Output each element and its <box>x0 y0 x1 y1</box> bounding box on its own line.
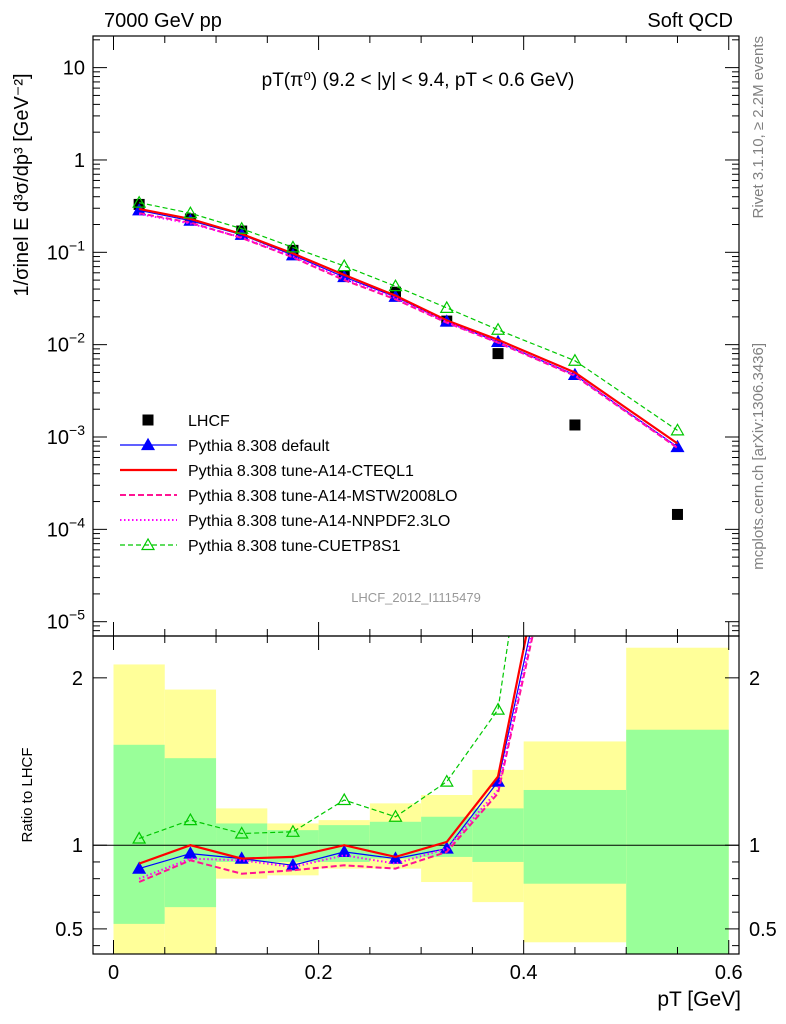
ratio-point-pythia-8-308-default-1 <box>183 846 198 859</box>
main-point-pythia-8-308-tune-cuetp8s1-7 <box>490 322 506 335</box>
main-point-pythia-8-308-tune-cuetp8s1-5 <box>388 278 403 292</box>
legend-label-pythia-8-308-tune-a14-mstw2008lo: Pythia 8.308 tune-A14-MSTW2008LO <box>188 488 457 505</box>
main-point-pythia-8-308-tune-cuetp8s1-0 <box>132 195 147 208</box>
ratio-panel-series <box>132 103 683 883</box>
legend-marker-pythia-8-308-default <box>140 437 156 451</box>
main-panel-series <box>132 195 685 520</box>
main-line-pythia-8-308-default <box>138 209 678 448</box>
ratio-point-pythia-8-308-tune-cuetp8s1-2 <box>234 826 249 839</box>
ratio-point-pythia-8-308-default-9 <box>671 103 683 114</box>
main-point-lhcf-8 <box>569 419 581 431</box>
ratio-point-pythia-8-308-tune-cuetp8s1-6 <box>439 774 454 787</box>
ratio-point-pythia-8-308-tune-cuetp8s1-3 <box>285 824 300 837</box>
legend-marker-lhcf <box>142 414 154 426</box>
tick-labels: 10−5 10−4 10−3 10−2 10−1 1 10 0.5 0.5 1 1 2 2 0 0.2 0.4… <box>47 58 777 984</box>
band-green-8 <box>523 789 627 884</box>
band-green-0 <box>113 744 165 924</box>
band-green-7 <box>472 808 524 862</box>
main-point-pythia-8-308-tune-cuetp8s1-6 <box>439 300 454 314</box>
main-point-lhcf-9 <box>671 508 683 520</box>
ratio-line-pythia-8-308-tune-a14-nnpdf2-3lo <box>138 636 533 880</box>
main-line-pythia-8-308-tune-a14-nnpdf2-3lo <box>138 213 679 449</box>
main-y-tick-label: 10−3 <box>47 422 85 449</box>
ratio-y-tick-label-left: 1 <box>72 835 83 857</box>
main-point-pythia-8-308-tune-cuetp8s1-1 <box>183 206 198 219</box>
legend-marker-pythia-8-308-tune-cuetp8s1 <box>140 537 156 551</box>
ratio-y-tick-label-right: 1 <box>749 835 760 857</box>
ratio-point-pythia-8-308-default-0 <box>132 861 147 874</box>
ratio-line-pythia-8-308-tune-a14-cteql1 <box>138 636 528 865</box>
legend-label-pythia-8-308-tune-a14-cteql1: Pythia 8.308 tune-A14-CTEQL1 <box>188 463 414 480</box>
ratio-point-pythia-8-308-tune-cuetp8s1-0 <box>132 831 147 844</box>
main-line-pythia-8-308-tune-a14-cteql1 <box>138 207 679 445</box>
main-point-lhcf-7 <box>492 348 504 360</box>
band-green-1 <box>164 758 217 908</box>
ratio-point-pythia-8-308-tune-cuetp8s1-1 <box>183 812 198 826</box>
mcplots-label: mcplots.cern.ch [arXiv:1306.3436] <box>750 343 767 570</box>
main-point-pythia-8-308-tune-cuetp8s1-4 <box>337 258 352 272</box>
legend-label-lhcf: LHCF <box>188 413 230 430</box>
rivet-label: Rivet 3.1.10, ≥ 2.2M events <box>750 36 767 219</box>
header-left: 7000 GeV pp <box>104 10 222 32</box>
ratio-point-pythia-8-308-default-4 <box>337 844 352 858</box>
legend-label-pythia-8-308-tune-cuetp8s1: Pythia 8.308 tune-CUETP8S1 <box>188 538 401 555</box>
main-title: pT(π⁰) (9.2 < |y| < 9.4, pT < 0.6 GeV) <box>262 70 575 91</box>
ratio-line-pythia-8-308-tune-cuetp8s1 <box>138 636 510 840</box>
ratio-y-tick-label-right: 2 <box>749 668 760 690</box>
axes <box>92 35 740 955</box>
x-axis-title: pT [GeV] <box>657 988 741 1011</box>
ratio-line-pythia-8-308-default <box>138 636 531 870</box>
ratio-y-axis-title: Ratio to LHCF <box>19 747 36 842</box>
analysis-label: LHCF_2012_I1115479 <box>351 590 481 605</box>
main-y-axis-title: 1/σinel E d³σ/dp³ [GeV⁻²] <box>11 73 33 296</box>
legend: LHCF Pythia 8.308 default Pythia 8.308 tun… <box>120 413 457 555</box>
ratio-point-pythia-8-308-tune-cuetp8s1-5 <box>388 809 403 822</box>
ratio-uncertainty-bands <box>93 647 739 954</box>
main-y-tick-label: 10 <box>63 58 85 80</box>
legend-label-pythia-8-308-default: Pythia 8.308 default <box>188 438 330 455</box>
ratio-point-pythia-8-308-tune-cuetp8s1-4 <box>337 792 352 806</box>
x-tick-label: 0.6 <box>715 962 743 984</box>
main-point-pythia-8-308-tune-cuetp8s1-9 <box>670 423 685 436</box>
ratio-point-pythia-8-308-tune-cuetp8s1-7 <box>490 702 506 715</box>
legend-label-pythia-8-308-tune-a14-nnpdf2-3lo: Pythia 8.308 tune-A14-NNPDF2.3LO <box>188 513 450 530</box>
main-y-tick-label: 10−4 <box>47 514 85 541</box>
ratio-point-pythia-8-308-tune-cuetp8s1-8 <box>569 186 581 197</box>
ratio-y-tick-label-right: 0.5 <box>749 919 777 941</box>
header-right: Soft QCD <box>647 10 733 32</box>
main-y-tick-label: 1 <box>74 150 85 172</box>
ratio-line-pythia-8-308-tune-a14-mstw2008lo <box>138 636 534 883</box>
x-tick-label: 0.4 <box>510 962 538 984</box>
ratio-y-tick-label-left: 0.5 <box>55 919 83 941</box>
main-y-tick-label: 10−5 <box>47 607 85 634</box>
main-point-pythia-8-308-tune-cuetp8s1-8 <box>567 353 582 366</box>
x-tick-label: 0.2 <box>305 962 333 984</box>
main-point-pythia-8-308-tune-cuetp8s1-3 <box>285 240 300 253</box>
ratio-frame <box>92 635 740 955</box>
main-line-pythia-8-308-tune-cuetp8s1 <box>138 202 678 431</box>
ratio-y-tick-label-left: 2 <box>72 668 83 690</box>
main-y-tick-label: 10−1 <box>47 237 85 264</box>
main-point-pythia-8-308-tune-cuetp8s1-2 <box>234 221 249 234</box>
band-green-9 <box>626 729 729 954</box>
x-tick-label: 0 <box>108 962 119 984</box>
main-y-tick-label: 10−2 <box>47 330 85 357</box>
